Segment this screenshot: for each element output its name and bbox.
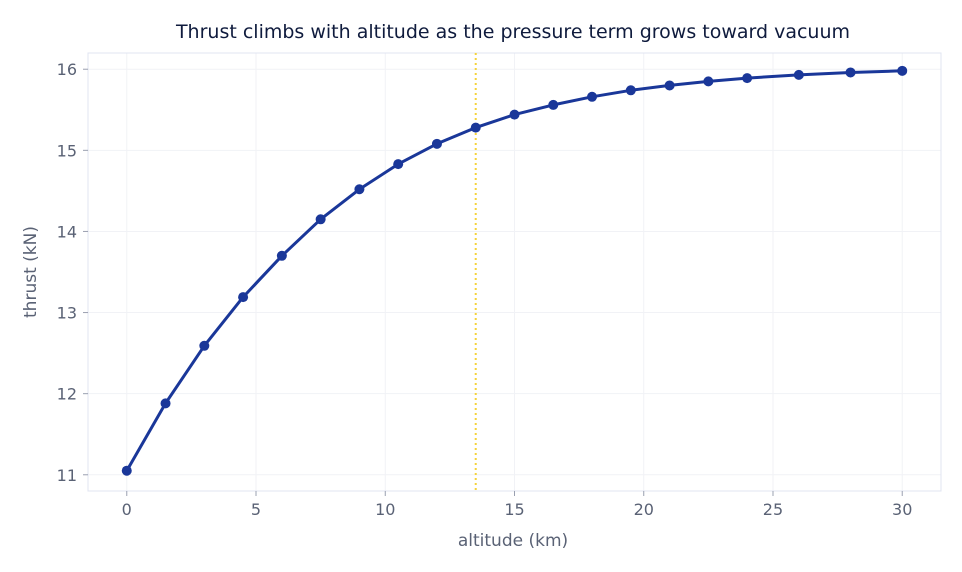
x-tick-label: 25 [763, 500, 783, 519]
x-tick-label: 30 [892, 500, 912, 519]
data-point [625, 85, 636, 96]
x-tick-label: 20 [634, 500, 654, 519]
x-tick-label: 0 [122, 500, 132, 519]
series-line [125, 69, 903, 472]
y-axis-ticks: 11 12 13 14 15 16 [57, 60, 88, 485]
data-point [393, 159, 404, 170]
data-point [354, 184, 365, 195]
data-point [897, 65, 908, 76]
data-points [121, 65, 908, 476]
y-tick-label: 12 [57, 385, 77, 404]
x-axis-label: altitude (km) [458, 531, 568, 551]
data-point [470, 122, 481, 133]
data-point [509, 109, 520, 120]
data-point [121, 465, 132, 476]
x-tick-label: 10 [375, 500, 395, 519]
data-point [199, 340, 210, 351]
data-point [703, 76, 714, 87]
data-point [587, 91, 598, 102]
y-tick-label: 11 [57, 466, 77, 485]
data-point [315, 214, 326, 225]
y-tick-label: 16 [57, 60, 77, 79]
x-tick-label: 5 [251, 500, 261, 519]
chart-title: Thrust climbs with altitude as the press… [175, 21, 850, 43]
data-point [276, 250, 287, 261]
grid [88, 53, 941, 491]
x-axis-ticks: 0 5 10 15 20 25 30 [122, 491, 912, 519]
data-point [160, 398, 171, 409]
y-tick-label: 14 [57, 222, 77, 241]
data-point [431, 138, 442, 149]
data-point [742, 73, 753, 84]
data-point [238, 292, 249, 303]
data-point [548, 99, 559, 110]
data-point [793, 69, 804, 80]
y-tick-label: 15 [57, 141, 77, 160]
x-tick-label: 15 [504, 500, 524, 519]
data-point [845, 67, 856, 78]
y-axis-label: thrust (kN) [21, 226, 41, 318]
y-tick-label: 13 [57, 304, 77, 323]
data-point [664, 80, 675, 91]
